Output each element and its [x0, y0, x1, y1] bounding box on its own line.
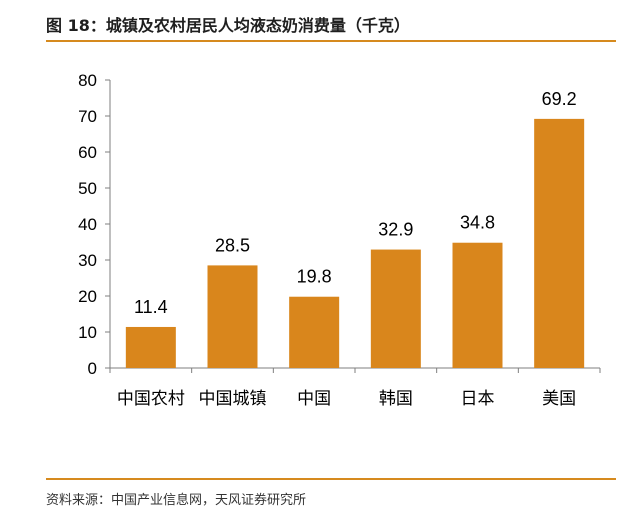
data-label: 32.9 — [378, 220, 413, 240]
source-note: 资料来源：中国产业信息网，天风证券研究所 — [46, 493, 307, 508]
y-tick-label: 60 — [78, 143, 97, 162]
category-label: 中国农村 — [117, 389, 185, 409]
bar — [207, 265, 258, 368]
bar — [289, 296, 340, 368]
data-label: 69.2 — [542, 89, 577, 109]
y-tick-label: 0 — [88, 359, 97, 378]
category-label: 中国城镇 — [199, 389, 267, 409]
data-label: 19.8 — [297, 267, 332, 287]
y-tick-label: 10 — [78, 323, 97, 342]
title-rule — [46, 40, 616, 42]
category-label: 韩国 — [379, 389, 413, 409]
data-label: 28.5 — [215, 235, 250, 255]
bar — [452, 242, 503, 368]
source-rule — [46, 478, 616, 480]
category-label: 日本 — [461, 389, 495, 409]
y-tick-label: 50 — [78, 179, 97, 198]
category-label: 美国 — [542, 389, 576, 409]
category-label: 中国 — [297, 389, 331, 409]
y-tick-label: 40 — [78, 215, 97, 234]
y-tick-label: 30 — [78, 251, 97, 270]
y-tick-label: 20 — [78, 287, 97, 306]
data-label: 11.4 — [134, 297, 168, 317]
y-tick-label: 70 — [78, 107, 97, 126]
data-label: 34.8 — [460, 213, 495, 233]
chart-title: 图 18：城镇及农村居民人均液态奶消费量（千克） — [46, 16, 410, 35]
bar — [534, 118, 585, 368]
y-tick-label: 80 — [78, 71, 97, 90]
bar — [125, 326, 176, 368]
bar — [370, 249, 421, 368]
bar-chart: 0 10 20 30 40 50 60 70 80 11.4 中国农村 28.5 中国城镇 19.8 中国 3… — [78, 71, 601, 409]
